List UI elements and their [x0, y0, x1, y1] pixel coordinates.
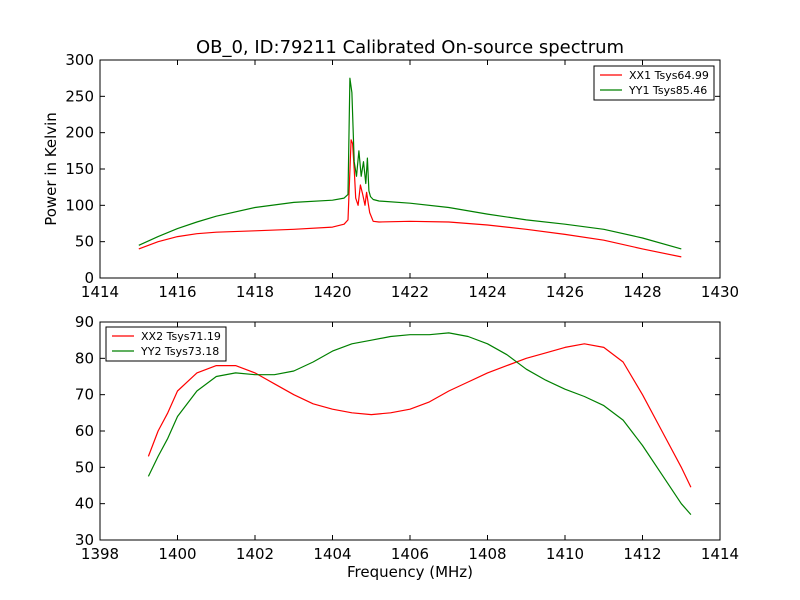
legend-box — [105, 326, 227, 362]
y-tick-label: 30 — [75, 531, 94, 549]
x-tick-label: 1408 — [468, 545, 506, 563]
series-line-1 — [138, 139, 682, 258]
y-tick-label: 50 — [75, 233, 94, 251]
x-tick-label: 1400 — [158, 545, 196, 563]
x-tick-label: 1428 — [623, 283, 661, 301]
y-tick-label: 80 — [75, 349, 94, 367]
legend-box — [593, 65, 715, 101]
x-tick-label: 1420 — [313, 283, 351, 301]
x-tick-label: 1410 — [546, 545, 584, 563]
y-tick-label: 150 — [65, 160, 94, 178]
legend-label: XX1 Tsys64.99 — [629, 69, 709, 82]
y-tick-label: 250 — [65, 87, 94, 105]
x-tick-label: 1430 — [701, 283, 739, 301]
y-tick-label: 300 — [65, 51, 94, 69]
x-axis-label: Frequency (MHz) — [347, 563, 473, 581]
x-tick-label: 1414 — [701, 545, 739, 563]
x-tick-label: 1424 — [468, 283, 506, 301]
y-tick-label: 50 — [75, 458, 94, 476]
x-tick-label: 1412 — [623, 545, 661, 563]
series-line-1 — [147, 343, 692, 488]
x-tick-label: 1422 — [391, 283, 429, 301]
legend-label: YY1 Tsys85.46 — [628, 84, 707, 97]
y-tick-label: 40 — [75, 495, 94, 513]
x-tick-label: 1406 — [391, 545, 429, 563]
y-tick-label: 200 — [65, 124, 94, 142]
y-tick-label: 0 — [84, 269, 94, 287]
x-tick-label: 1398 — [81, 545, 119, 563]
series-line-2 — [147, 332, 692, 515]
y-tick-label: 70 — [75, 386, 94, 404]
y-tick-label: 90 — [75, 313, 94, 331]
y-tick-label: 100 — [65, 196, 94, 214]
x-tick-label: 1414 — [81, 283, 119, 301]
x-tick-label: 1426 — [546, 283, 584, 301]
legend-label: YY2 Tsys73.18 — [140, 345, 219, 358]
y-tick-label: 60 — [75, 422, 94, 440]
y-axis-label: Power in Kelvin — [42, 112, 60, 226]
legend: XX1 Tsys64.99 YY1 Tsys85.46 — [593, 65, 715, 101]
series-line-2 — [138, 77, 682, 250]
legend: XX2 Tsys71.19 YY2 Tsys73.18 — [105, 326, 227, 362]
x-tick-label: 1418 — [236, 283, 274, 301]
subplot-2: 1398 1400 1402 1404 1406 1408 1410 1412 1414 30 40… — [75, 313, 739, 581]
x-tick-label: 1402 — [236, 545, 274, 563]
figure-title: OB_0, ID:79211 Calibrated On-source spec… — [196, 37, 624, 58]
subplot-1: 1414 1416 1418 1420 1422 1424 1426 1428 1430 0 50 1… — [42, 51, 739, 301]
legend-label: XX2 Tsys71.19 — [141, 330, 221, 343]
x-tick-label: 1416 — [158, 283, 196, 301]
x-tick-label: 1404 — [313, 545, 351, 563]
